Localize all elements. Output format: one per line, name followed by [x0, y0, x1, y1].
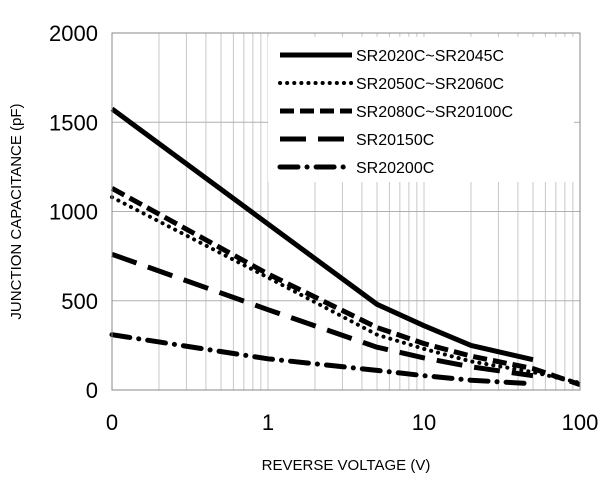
series-line-3	[110, 186, 581, 387]
legend-label-3: SR2080C~SR20100C	[356, 104, 513, 121]
series-line-1	[110, 106, 534, 363]
series-line-5	[109, 332, 536, 387]
x-tick-label: 0	[106, 410, 118, 435]
legend-label-1: SR2020C~SR2045C	[356, 48, 504, 65]
series-line-2	[110, 195, 582, 385]
y-tick-label: 1000	[49, 200, 98, 225]
series-line-4	[111, 251, 534, 379]
x-axis-title: REVERSE VOLTAGE (V)	[262, 457, 431, 474]
x-tick-label: 10	[412, 410, 436, 435]
y-tick-label: 1500	[49, 110, 98, 135]
x-tick-label: 100	[562, 410, 599, 435]
legend-label-5: SR20200C	[356, 160, 434, 177]
y-tick-label: 2000	[49, 21, 98, 46]
series-lines	[109, 106, 582, 387]
y-axis-title: JUNCTION CAPACITANCE (pF)	[8, 103, 25, 319]
y-tick-label: 500	[61, 289, 98, 314]
legend-background	[268, 37, 574, 182]
legend: SR2020C~SR2045C SR2050C~SR2060C SR2080C~SR…	[268, 37, 574, 182]
legend-label-2: SR2050C~SR2060C	[356, 76, 504, 93]
x-tick-label: 1	[262, 410, 274, 435]
y-tick-label: 0	[86, 378, 98, 403]
plot-frame	[111, 32, 581, 391]
legend-label-4: SR20150C	[356, 132, 434, 149]
